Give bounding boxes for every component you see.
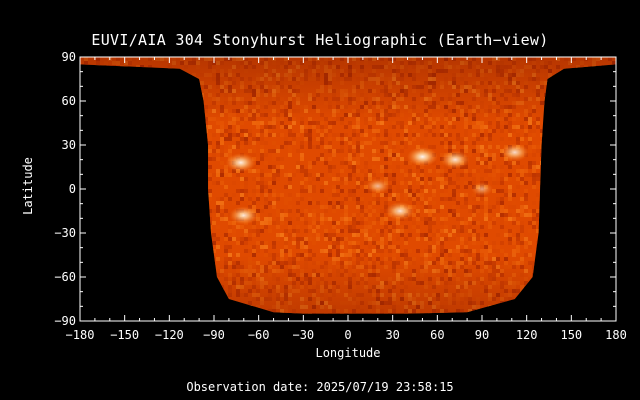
x-tick-label: 120 bbox=[516, 328, 538, 342]
bright-region-4 bbox=[440, 150, 470, 169]
bright-region-7 bbox=[471, 182, 493, 196]
y-axis-label: Latitude bbox=[21, 157, 35, 215]
axes: −180 −150 −120 −90 −60 −30 0 30 60 90 120 150 180 90 6… bbox=[54, 50, 627, 342]
x-tick-label: −30 bbox=[292, 328, 314, 342]
bright-region-3 bbox=[406, 147, 438, 167]
y-tick-label: 30 bbox=[62, 138, 76, 152]
bright-region-0 bbox=[225, 153, 256, 173]
chart-title: EUVI/AIA 304 Stonyhurst Heliographic (Ea… bbox=[91, 31, 549, 49]
y-tick-label: 90 bbox=[62, 50, 76, 64]
x-tick-label: 150 bbox=[560, 328, 582, 342]
x-tick-label: 180 bbox=[605, 328, 627, 342]
x-tick-label: −120 bbox=[155, 328, 184, 342]
bright-region-1 bbox=[229, 206, 259, 225]
y-tick-label: 60 bbox=[62, 94, 76, 108]
x-tick-label: 90 bbox=[475, 328, 489, 342]
x-tick-label: 60 bbox=[430, 328, 444, 342]
x-axis-label: Longitude bbox=[315, 346, 381, 360]
bright-region-2 bbox=[385, 201, 415, 221]
y-tick-label: −30 bbox=[54, 226, 76, 240]
x-tick-label: 30 bbox=[385, 328, 399, 342]
x-tick-label: 0 bbox=[344, 328, 351, 342]
y-tick-label: −60 bbox=[54, 270, 76, 284]
bright-region-5 bbox=[500, 143, 529, 162]
x-tick-label: −90 bbox=[203, 328, 225, 342]
y-tick-label: −90 bbox=[54, 314, 76, 328]
observation-date: Observation date: 2025/07/19 23:58:15 bbox=[186, 380, 454, 394]
x-tick-label: −150 bbox=[110, 328, 139, 342]
bright-region-6 bbox=[365, 178, 390, 194]
x-tick-label: −180 bbox=[66, 328, 95, 342]
y-tick-label: 0 bbox=[69, 182, 76, 196]
x-tick-label: −60 bbox=[248, 328, 270, 342]
